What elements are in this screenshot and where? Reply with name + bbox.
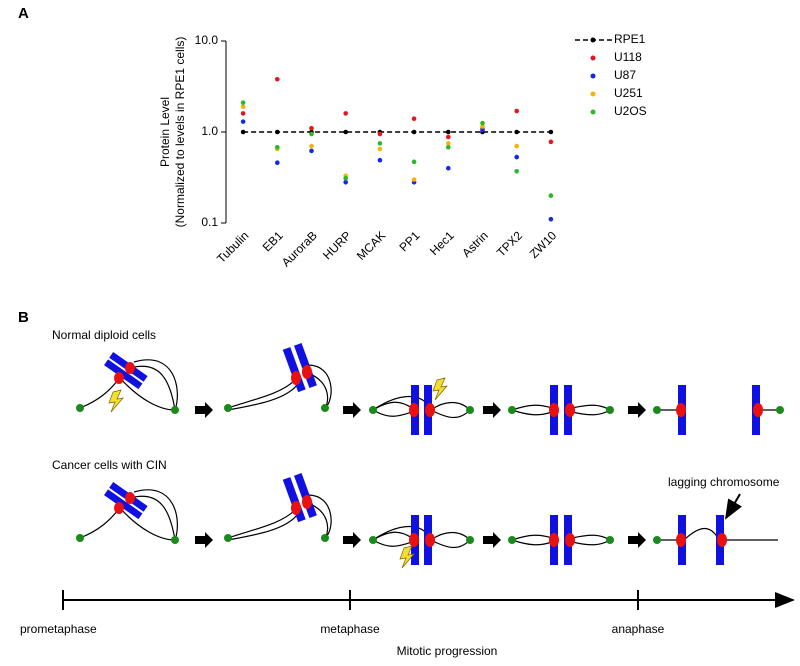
prometaphase-chromosome: [75, 351, 180, 415]
panel-label: A: [18, 5, 29, 22]
x-tick-label: TPX2: [494, 228, 525, 259]
row-label: Normal diploid cells: [52, 328, 156, 342]
panel-label: B: [18, 309, 29, 326]
x-tick-label: Hec1: [427, 228, 457, 258]
data-point: [377, 131, 383, 137]
data-point: [275, 129, 280, 135]
data-point: [446, 134, 451, 140]
x-tick-label: MCAK: [354, 228, 388, 262]
data-point: [514, 143, 519, 149]
data-point: [446, 144, 451, 150]
data-point: [309, 125, 314, 131]
error-bolt: [432, 377, 448, 401]
data-point: [240, 129, 246, 135]
row-label: Cancer cells with CIN: [52, 458, 167, 472]
data-point: [343, 111, 349, 116]
annotation: lagging chromosome: [668, 475, 780, 489]
stage-label: metaphase: [320, 622, 380, 636]
annotation-arrow: [724, 493, 742, 520]
stage-label: anaphase: [612, 622, 665, 636]
x-tick-label: Astrin: [459, 228, 491, 260]
legend-marker: [590, 73, 596, 79]
data-point: [446, 141, 451, 146]
data-point: [548, 139, 554, 145]
data-point: [548, 193, 554, 198]
error-bolt: [108, 389, 124, 413]
y-axis-label: (Normalized to levels in RPE1 cells): [173, 37, 187, 228]
data-point: [309, 148, 314, 154]
data-point: [240, 104, 246, 109]
data-point: [240, 111, 246, 116]
metaphase-chromosome: [368, 514, 475, 566]
data-point: [309, 143, 314, 149]
data-point: [446, 129, 451, 135]
legend-marker: [590, 109, 596, 115]
data-point: [514, 129, 519, 135]
legend-label: U87: [614, 68, 636, 82]
data-point: [480, 124, 485, 129]
bioriented-chromosome: [507, 384, 615, 436]
merotelic-chromosome: [507, 514, 615, 566]
normal-row: [75, 342, 784, 436]
data-point: [309, 131, 314, 137]
legend-label: U251: [614, 86, 643, 100]
y-tick-label: 0.1: [201, 215, 218, 229]
data-point: [377, 146, 383, 152]
legend-label: U118: [614, 50, 642, 64]
aligning-chromosome: [223, 472, 332, 543]
stage-label: prometaphase: [20, 622, 97, 636]
data-point: [240, 100, 246, 105]
y-tick-label: 10.0: [195, 33, 219, 47]
axis-label: Mitotic progression: [397, 644, 498, 658]
data-point: [480, 127, 485, 133]
y-axis-label: Protein Level: [158, 97, 172, 167]
x-tick-label: EB1: [260, 228, 286, 254]
legend-marker: [590, 91, 596, 97]
x-tick-label: Tubulin: [214, 228, 251, 265]
data-point: [548, 129, 554, 135]
legend-label: RPE1: [614, 32, 646, 46]
data-point: [275, 160, 280, 165]
stage-arrows: [195, 402, 646, 548]
data-point: [240, 119, 246, 124]
data-point: [411, 177, 417, 182]
aligning-chromosome: [223, 342, 332, 413]
prometaphase-chromosome: [75, 481, 180, 545]
data-point: [411, 129, 417, 135]
x-tick-label: AuroraB: [279, 228, 320, 269]
data-point: [411, 159, 417, 165]
x-tick-label: PP1: [397, 228, 423, 254]
data-point: [514, 108, 519, 114]
anaphase-chromosomes: [653, 385, 784, 435]
legend-label: U2OS: [614, 104, 647, 118]
y-tick-label: 1.0: [201, 124, 218, 138]
metaphase-chromosome: [368, 384, 475, 436]
data-point: [411, 116, 417, 122]
data-point: [446, 165, 451, 171]
data-point: [480, 120, 485, 126]
data-point: [514, 154, 519, 160]
data-point: [377, 157, 383, 163]
x-tick-label: HURP: [320, 228, 354, 262]
data-point: [275, 144, 280, 150]
data-point: [275, 76, 280, 82]
timeline: [62, 590, 795, 610]
data-point: [343, 175, 349, 181]
legend-marker: [590, 55, 596, 61]
data-point: [514, 168, 519, 174]
cin-row: [75, 472, 778, 569]
data-point: [377, 141, 383, 146]
data-point: [343, 129, 349, 135]
data-point: [343, 180, 349, 185]
legend-marker: [590, 37, 596, 43]
x-tick-label: ZW10: [527, 228, 560, 261]
anaphase-chromosomes: [653, 515, 778, 565]
dot-plot: 0.1 1.0 10.0 Protein Level (Normalized to le…: [158, 32, 647, 269]
data-point: [548, 216, 554, 222]
